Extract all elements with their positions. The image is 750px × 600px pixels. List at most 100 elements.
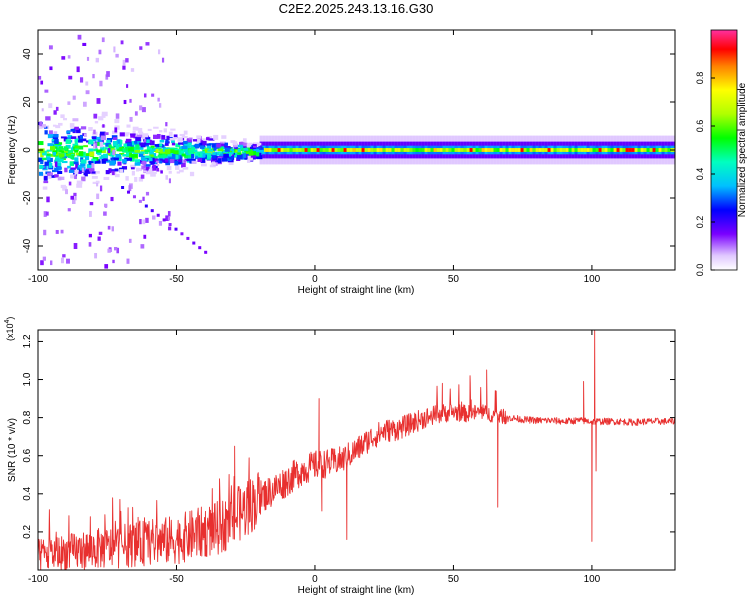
heatmap-cell bbox=[170, 128, 176, 131]
heatmap-cell bbox=[51, 140, 57, 143]
heatmap-cell bbox=[186, 154, 192, 159]
heatmap-cell bbox=[122, 59, 126, 66]
heatmap-cell bbox=[125, 176, 129, 181]
snr-y-scale: (x104) bbox=[4, 317, 15, 341]
x-tick-label: 0 bbox=[312, 574, 318, 585]
heatmap-cell bbox=[391, 148, 395, 152]
heatmap-cell bbox=[58, 176, 65, 181]
heatmap-cell bbox=[112, 149, 116, 156]
heatmap-cell bbox=[58, 122, 63, 126]
heatmap-cell bbox=[72, 198, 76, 204]
heatmap-cell bbox=[325, 148, 329, 152]
heatmap-cell bbox=[197, 151, 202, 154]
heatmap-cell bbox=[218, 158, 222, 164]
heatmap-cell bbox=[403, 148, 407, 152]
heatmap-cell bbox=[204, 250, 208, 254]
heatmap-cell bbox=[204, 148, 210, 151]
heatmap-cell bbox=[146, 139, 151, 144]
heatmap-cell bbox=[143, 143, 149, 147]
heatmap-cell bbox=[182, 167, 189, 170]
heatmap-cell bbox=[84, 169, 91, 174]
heatmap-cell bbox=[256, 143, 261, 146]
heatmap-cell bbox=[394, 148, 398, 152]
heatmap-cell bbox=[234, 154, 240, 158]
heatmap-cell bbox=[54, 161, 58, 167]
y-tick-label: -40 bbox=[22, 238, 33, 253]
heatmap-cell bbox=[145, 171, 151, 175]
heatmap-cell bbox=[44, 161, 50, 166]
heatmap-cell bbox=[487, 148, 491, 152]
heatmap-cell bbox=[574, 148, 578, 152]
heatmap-cell bbox=[301, 148, 305, 152]
heatmap-cell bbox=[46, 153, 51, 156]
heatmap-cell bbox=[511, 148, 515, 152]
heatmap-cell bbox=[255, 152, 260, 157]
heatmap-cell bbox=[246, 147, 253, 151]
heatmap-cell bbox=[58, 146, 64, 150]
heatmap-cell bbox=[58, 158, 64, 162]
heatmap-cell bbox=[80, 162, 86, 167]
heatmap-cell bbox=[149, 139, 152, 144]
heatmap-cell bbox=[379, 148, 383, 152]
heatmap-cell bbox=[202, 153, 206, 158]
heatmap-cell bbox=[149, 157, 153, 162]
heatmap-cell bbox=[559, 148, 563, 152]
heatmap-cell bbox=[88, 242, 92, 247]
heatmap-cell bbox=[81, 176, 86, 182]
heatmap-cell bbox=[108, 146, 115, 150]
heatmap-cell bbox=[242, 145, 247, 148]
heatmap-cell bbox=[433, 148, 437, 152]
heatmap-cell bbox=[562, 148, 566, 152]
heatmap-cell bbox=[77, 34, 82, 40]
heatmap-cell bbox=[83, 145, 88, 148]
heatmap-cell bbox=[125, 146, 131, 151]
heatmap-cell bbox=[69, 123, 75, 128]
heatmap-cell bbox=[388, 148, 392, 152]
heatmap-cell bbox=[125, 58, 129, 63]
heatmap-cell bbox=[40, 80, 44, 85]
heatmap-cell bbox=[202, 138, 207, 143]
heatmap-cell bbox=[74, 175, 77, 180]
heatmap-cell bbox=[139, 219, 142, 225]
heatmap-cell bbox=[167, 153, 173, 157]
heatmap-cell bbox=[165, 215, 169, 222]
heatmap-cell bbox=[289, 148, 293, 152]
heatmap-cell bbox=[101, 158, 106, 164]
heatmap-cell bbox=[144, 155, 151, 158]
snr-x-label: Height of straight line (km) bbox=[298, 585, 415, 596]
heatmap-cell bbox=[55, 156, 61, 159]
heatmap-cell bbox=[74, 138, 79, 142]
heatmap-cell bbox=[239, 141, 245, 147]
heatmap-cell bbox=[211, 162, 216, 166]
heatmap-cell bbox=[72, 118, 79, 122]
heatmap-cell bbox=[52, 136, 59, 142]
heatmap-cell bbox=[188, 137, 193, 140]
heatmap-cell bbox=[168, 226, 172, 231]
heatmap-cell bbox=[237, 144, 243, 148]
heatmap-cell bbox=[68, 181, 72, 186]
heatmap-cell bbox=[139, 146, 144, 150]
heatmap-cell bbox=[112, 170, 115, 176]
heatmap-cell bbox=[186, 236, 190, 240]
heatmap-cell bbox=[60, 136, 67, 139]
heatmap-cell bbox=[74, 169, 79, 175]
heatmap-cell bbox=[421, 148, 425, 152]
heatmap-cell bbox=[106, 71, 110, 77]
heatmap-cell bbox=[135, 159, 141, 163]
heatmap-cell bbox=[598, 148, 602, 152]
heatmap-cell bbox=[207, 145, 212, 150]
heatmap-cell bbox=[553, 148, 557, 152]
heatmap-cell bbox=[47, 172, 50, 176]
heatmap-cell bbox=[78, 171, 82, 174]
heatmap-cell bbox=[88, 139, 94, 145]
heatmap-cell bbox=[76, 66, 80, 73]
heatmap-cell bbox=[142, 160, 146, 165]
heatmap-cell bbox=[153, 158, 159, 162]
heatmap-cell bbox=[586, 148, 590, 152]
heatmap-cell bbox=[104, 203, 108, 208]
heatmap-cell bbox=[119, 169, 124, 173]
heatmap-cell bbox=[42, 157, 48, 161]
heatmap-cell bbox=[59, 150, 65, 153]
heatmap-cell bbox=[148, 166, 153, 170]
heatmap-cell bbox=[81, 138, 87, 142]
